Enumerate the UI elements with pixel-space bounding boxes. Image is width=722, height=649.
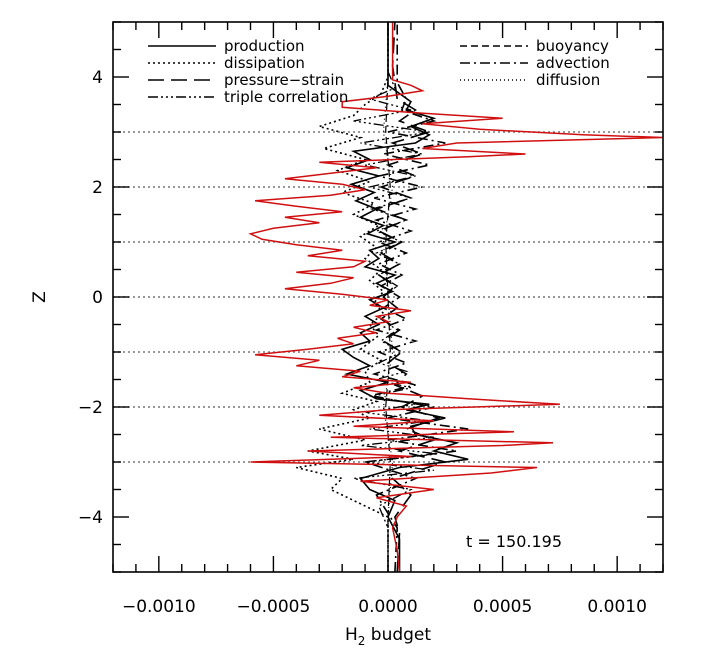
y-tick-label: −4: [78, 508, 103, 528]
x-tick-label: −0.0010: [122, 597, 196, 617]
legend-label: advection: [536, 54, 610, 72]
legend-label: pressure−strain: [224, 71, 344, 89]
series-dissipation: [296, 22, 389, 572]
legend-label: dissipation: [224, 54, 305, 72]
y-axis-title: Z: [30, 291, 50, 303]
series-advection: [364, 22, 469, 572]
legend-label: diffusion: [536, 71, 600, 89]
y-tick-label: 0: [92, 288, 103, 308]
axes: −0.0010 −0.0005 0.0000 0.0005 0.0010 −4 −2 0 2 4: [78, 21, 664, 617]
series-diffusion: [382, 22, 394, 572]
time-label: t = 150.195: [466, 532, 562, 551]
series-total: [248, 22, 663, 572]
legend-label: buoyancy: [536, 37, 609, 55]
legend-label: triple correlation: [224, 88, 348, 106]
series-production: [340, 22, 469, 572]
y-tick-label: −2: [78, 398, 103, 418]
x-tick-label: 0.0000: [358, 597, 417, 617]
x-tick-label: 0.0005: [473, 597, 532, 617]
x-axis-title: H2 budget: [345, 625, 431, 648]
series-lines: [248, 22, 663, 572]
legend: productiondissipationpressure−straintrip…: [148, 37, 610, 106]
legend-label: production: [224, 37, 305, 55]
x-tick-label: −0.0005: [237, 597, 311, 617]
y-tick-label: 4: [92, 68, 103, 88]
y-tick-label: 2: [92, 178, 103, 198]
x-tick-label: 0.0010: [587, 597, 646, 617]
